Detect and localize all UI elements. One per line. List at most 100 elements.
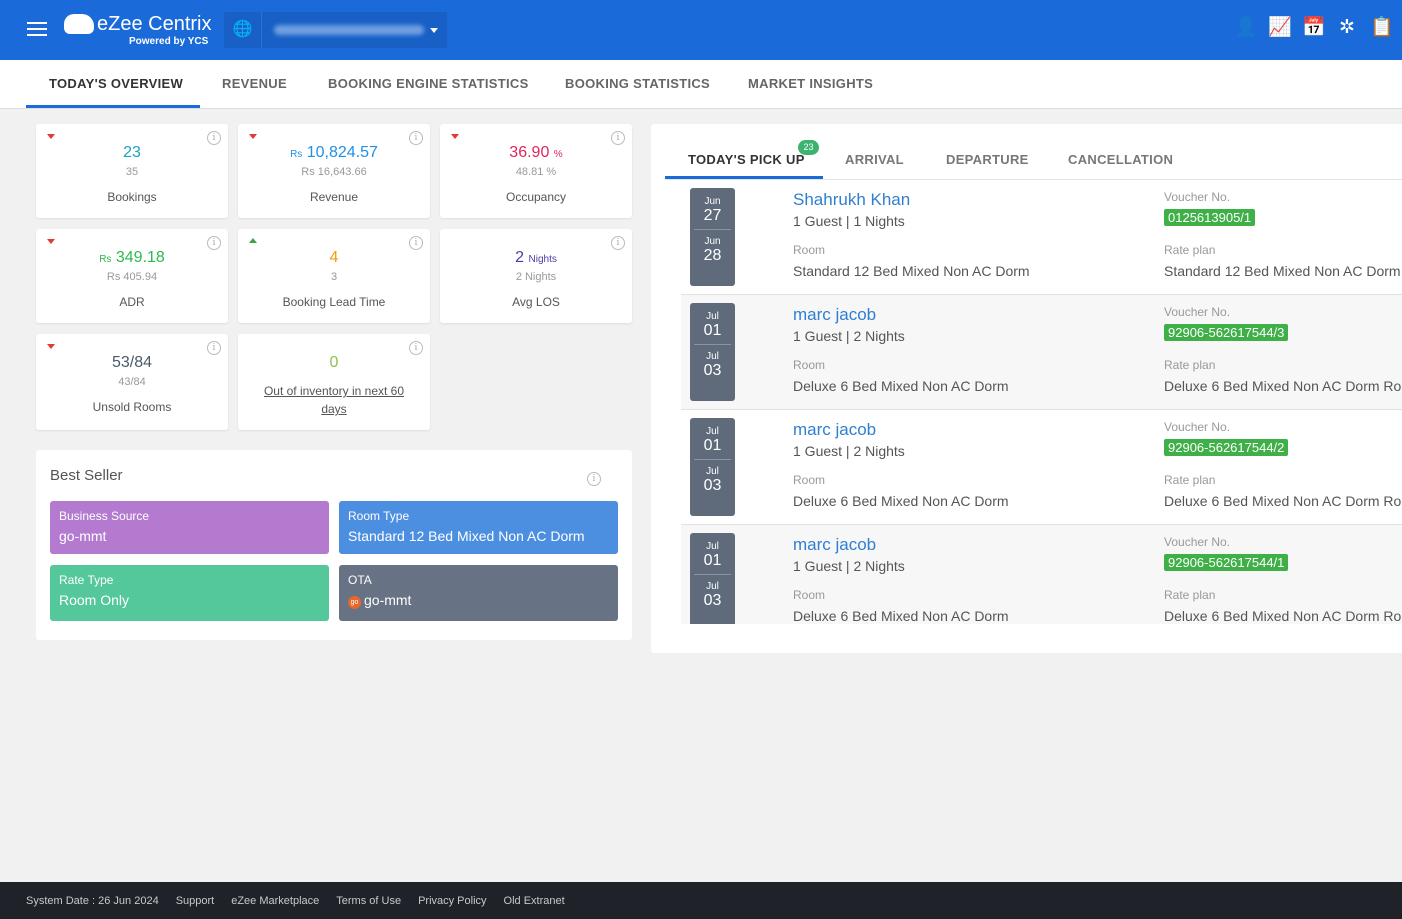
kpi-card-revenue: i Rs 10,824.57 Rs 16,643.66 Revenue — [238, 124, 430, 218]
tab-revenue[interactable]: REVENUE — [222, 76, 287, 91]
calendar-plus-icon[interactable]: 📅 — [1302, 17, 1326, 38]
guest-name-link[interactable]: marc jacob — [793, 535, 877, 554]
tab-market-insights[interactable]: MARKET INSIGHTS — [748, 76, 874, 91]
clipboard-calendar-icon[interactable]: 📋 — [1370, 17, 1394, 38]
active-tab-indicator — [665, 176, 823, 179]
tile-key: OTA — [348, 573, 372, 587]
guest-name-link[interactable]: marc jacob — [793, 420, 877, 439]
support-link[interactable]: Support — [175, 894, 215, 907]
booking-row[interactable]: Jul 01 Jul 03 marc jacob 1 Guest | 2 Nights… — [681, 525, 1402, 624]
pickup-panel: TODAY'S PICK UP 23 ARRIVAL DEPARTURE CAN… — [651, 124, 1402, 653]
tab-arrival[interactable]: ARRIVAL — [845, 152, 904, 167]
guest-info: 1 Guest | 2 Nights — [793, 558, 905, 574]
info-icon[interactable]: i — [409, 131, 423, 145]
best-seller-title: Best Seller — [50, 467, 123, 484]
info-icon[interactable]: i — [207, 236, 221, 250]
out-of-inventory-link[interactable]: Out of inventory in next 60 days — [263, 384, 405, 416]
dollar-network-icon[interactable]: ✲ — [1339, 17, 1355, 38]
booking-row[interactable]: Jul 01 Jul 03 marc jacob 1 Guest | 2 Nights… — [681, 410, 1402, 525]
rate-plan-label: Rate plan — [1164, 358, 1216, 372]
kpi-label: Bookings — [107, 190, 157, 204]
user-chart-icon[interactable]: 📈 — [1268, 17, 1292, 38]
rate-plan-value: Standard 12 Bed Mixed Non AC Dorm R — [1164, 263, 1402, 279]
tab-cancellation[interactable]: CANCELLATION — [1068, 152, 1174, 167]
tab-departure[interactable]: DEPARTURE — [946, 152, 1029, 167]
booking-row[interactable]: Jul 01 Jul 03 marc jacob 1 Guest | 2 Nights… — [681, 295, 1402, 410]
best-seller-ota: OTA go go-mmt — [339, 565, 618, 621]
footer: System Date : 26 Jun 2024 Support eZee M… — [0, 882, 1402, 919]
info-icon[interactable]: i — [207, 341, 221, 355]
kpi-card-out-of-inventory-in-next-60-days: i 0 Out of inventory in next 60 days — [238, 334, 430, 430]
kpi-label: Unsold Rooms — [92, 400, 172, 414]
kpi-value: 2 Nights — [515, 249, 557, 266]
room-value: Standard 12 Bed Mixed Non AC Dorm — [793, 263, 1030, 279]
cloud-logo-icon — [64, 14, 94, 34]
voucher-number[interactable]: 92906-562617544/1 — [1164, 554, 1289, 571]
stay-dates: Jul 01 Jul 03 — [690, 303, 735, 401]
kpi-label: ADR — [119, 295, 145, 309]
kpi-previous: 43/84 — [118, 376, 146, 388]
main-tabs: TODAY'S OVERVIEW REVENUE BOOKING ENGINE … — [0, 60, 1402, 109]
globe-icon: 🌐 — [224, 12, 262, 48]
menu-icon[interactable] — [27, 22, 47, 37]
best-seller-room-type: Room Type Standard 12 Bed Mixed Non AC Do… — [339, 501, 618, 554]
guest-name-link[interactable]: Shahrukh Khan — [793, 190, 911, 209]
tab-booking-statistics[interactable]: BOOKING STATISTICS — [565, 76, 711, 91]
property-selector[interactable]: 🌐 — [224, 12, 447, 48]
info-icon[interactable]: i — [611, 236, 625, 250]
old-extranet-link[interactable]: Old Extranet — [503, 894, 565, 907]
kpi-previous: 48.81 % — [515, 166, 557, 178]
brand-name: eZee Centrix — [97, 13, 212, 35]
guest-info: 1 Guest | 1 Nights — [793, 213, 905, 229]
voucher-number[interactable]: 92906-562617544/2 — [1164, 439, 1289, 456]
room-value: Deluxe 6 Bed Mixed Non AC Dorm — [793, 378, 1009, 394]
kpi-previous: 3 — [330, 271, 338, 283]
voucher-label: Voucher No. — [1164, 535, 1231, 549]
tile-value: Standard 12 Bed Mixed Non AC Dorm — [348, 528, 585, 544]
rate-plan-value: Deluxe 6 Bed Mixed Non AC Dorm Roo — [1164, 493, 1402, 509]
kpi-value: 36.90 % — [509, 144, 563, 161]
info-icon[interactable]: i — [207, 131, 221, 145]
kpi-card-adr: i Rs 349.18 Rs 405.94 ADR — [36, 229, 228, 323]
kpi-label: Booking Lead Time — [282, 295, 386, 309]
booking-row[interactable]: Jun 27 Jun 28 Shahrukh Khan 1 Guest | 1 Nig… — [681, 180, 1402, 295]
kpi-previous: 2 Nights — [515, 271, 557, 283]
tile-key: Rate Type — [59, 573, 114, 587]
tab-todays-pickup[interactable]: TODAY'S PICK UP — [688, 152, 805, 167]
room-label: Room — [793, 588, 826, 602]
trend-down-icon — [249, 134, 257, 143]
guest-name-link[interactable]: marc jacob — [793, 305, 877, 324]
room-label: Room — [793, 473, 826, 487]
goibibo-logo-icon: go — [348, 596, 361, 609]
terms-link[interactable]: Terms of Use — [336, 894, 402, 907]
rate-plan-label: Rate plan — [1164, 243, 1216, 257]
booking-list[interactable]: Jun 27 Jun 28 Shahrukh Khan 1 Guest | 1 Nig… — [681, 180, 1402, 624]
best-seller-rate-type: Rate Type Room Only — [50, 565, 329, 621]
rate-plan-value: Deluxe 6 Bed Mixed Non AC Dorm Roo — [1164, 378, 1402, 394]
info-icon[interactable]: i — [587, 472, 601, 486]
privacy-link[interactable]: Privacy Policy — [418, 894, 487, 907]
kpi-label: Occupancy — [505, 190, 567, 204]
room-label: Room — [793, 358, 826, 372]
info-icon[interactable]: i — [409, 341, 423, 355]
info-icon[interactable]: i — [409, 236, 423, 250]
info-icon[interactable]: i — [611, 131, 625, 145]
kpi-previous: Rs 16,643.66 — [301, 166, 367, 178]
kpi-value: Rs 10,824.57 — [290, 144, 378, 161]
tile-value: go-mmt — [59, 528, 107, 544]
kpi-card-booking-lead-time: i 4 3 Booking Lead Time — [238, 229, 430, 323]
guest-info: 1 Guest | 2 Nights — [793, 443, 905, 459]
user-clock-icon[interactable]: 👤 — [1234, 17, 1258, 38]
tab-todays-overview[interactable]: TODAY'S OVERVIEW — [49, 76, 184, 91]
best-seller-panel: Best Seller i Business Source go-mmt Room … — [36, 450, 632, 640]
tile-key: Business Source — [59, 509, 150, 523]
voucher-number[interactable]: 92906-562617544/3 — [1164, 324, 1289, 341]
kpi-previous: 35 — [125, 166, 139, 178]
tab-booking-engine-statistics[interactable]: BOOKING ENGINE STATISTICS — [328, 76, 529, 91]
kpi-value: 23 — [123, 144, 141, 161]
voucher-number[interactable]: 0125613905/1 — [1164, 209, 1256, 226]
rate-plan-value: Deluxe 6 Bed Mixed Non AC Dorm Roo — [1164, 608, 1402, 624]
marketplace-link[interactable]: eZee Marketplace — [231, 894, 320, 907]
voucher-label: Voucher No. — [1164, 190, 1231, 204]
stay-dates: Jul 01 Jul 03 — [690, 533, 735, 624]
